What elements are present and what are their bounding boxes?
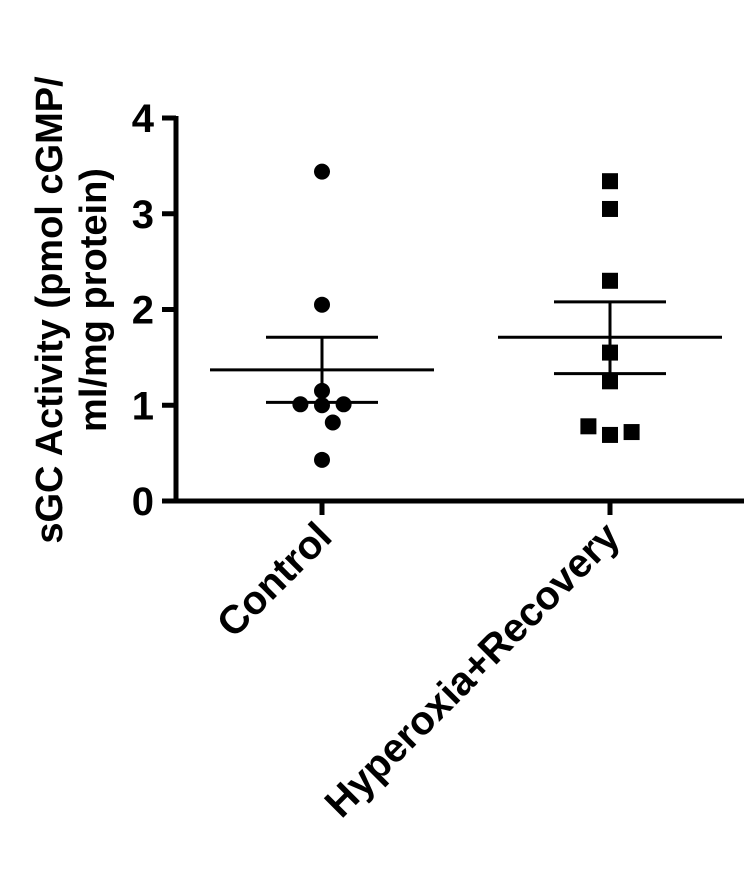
y-tick-label-1: 1 [132, 384, 154, 428]
y-tick-label-4: 4 [132, 97, 155, 141]
data-point-0-3 [292, 396, 309, 413]
x-category-label-0: Control [209, 514, 341, 646]
data-point-1-2 [602, 272, 618, 289]
y-ticks: 0 1 2 3 4 [132, 97, 176, 524]
data-point-1-6 [602, 426, 618, 443]
data-point-1-7 [623, 424, 640, 441]
data-point-1-5 [580, 418, 597, 435]
y-axis-label: sGC Activity (pmol cGMP/ ml/mg protein) [29, 76, 115, 544]
y-tick-label-0: 0 [132, 480, 154, 524]
data-point-0-6 [324, 414, 341, 431]
data-point-1-0 [602, 173, 618, 190]
data-point-1-1 [602, 200, 618, 217]
y-axis-label-line-1: sGC Activity (pmol cGMP/ [29, 76, 71, 544]
data-points [292, 163, 640, 468]
y-tick-label-3: 3 [132, 193, 154, 237]
data-point-0-4 [314, 397, 330, 414]
data-point-0-0 [314, 163, 330, 180]
x-category-label-1: Hyperoxia+Recovery [317, 514, 629, 826]
data-point-0-7 [314, 451, 330, 468]
data-point-0-1 [314, 296, 330, 313]
data-point-1-4 [602, 373, 618, 390]
data-point-0-2 [314, 382, 330, 399]
mean-sem-bars [210, 300, 722, 404]
y-axis-label-line-2: ml/mg protein) [73, 168, 115, 432]
data-point-1-3 [602, 344, 618, 361]
axes [173, 116, 744, 504]
data-point-0-5 [335, 396, 352, 413]
y-tick-label-2: 2 [132, 289, 154, 333]
